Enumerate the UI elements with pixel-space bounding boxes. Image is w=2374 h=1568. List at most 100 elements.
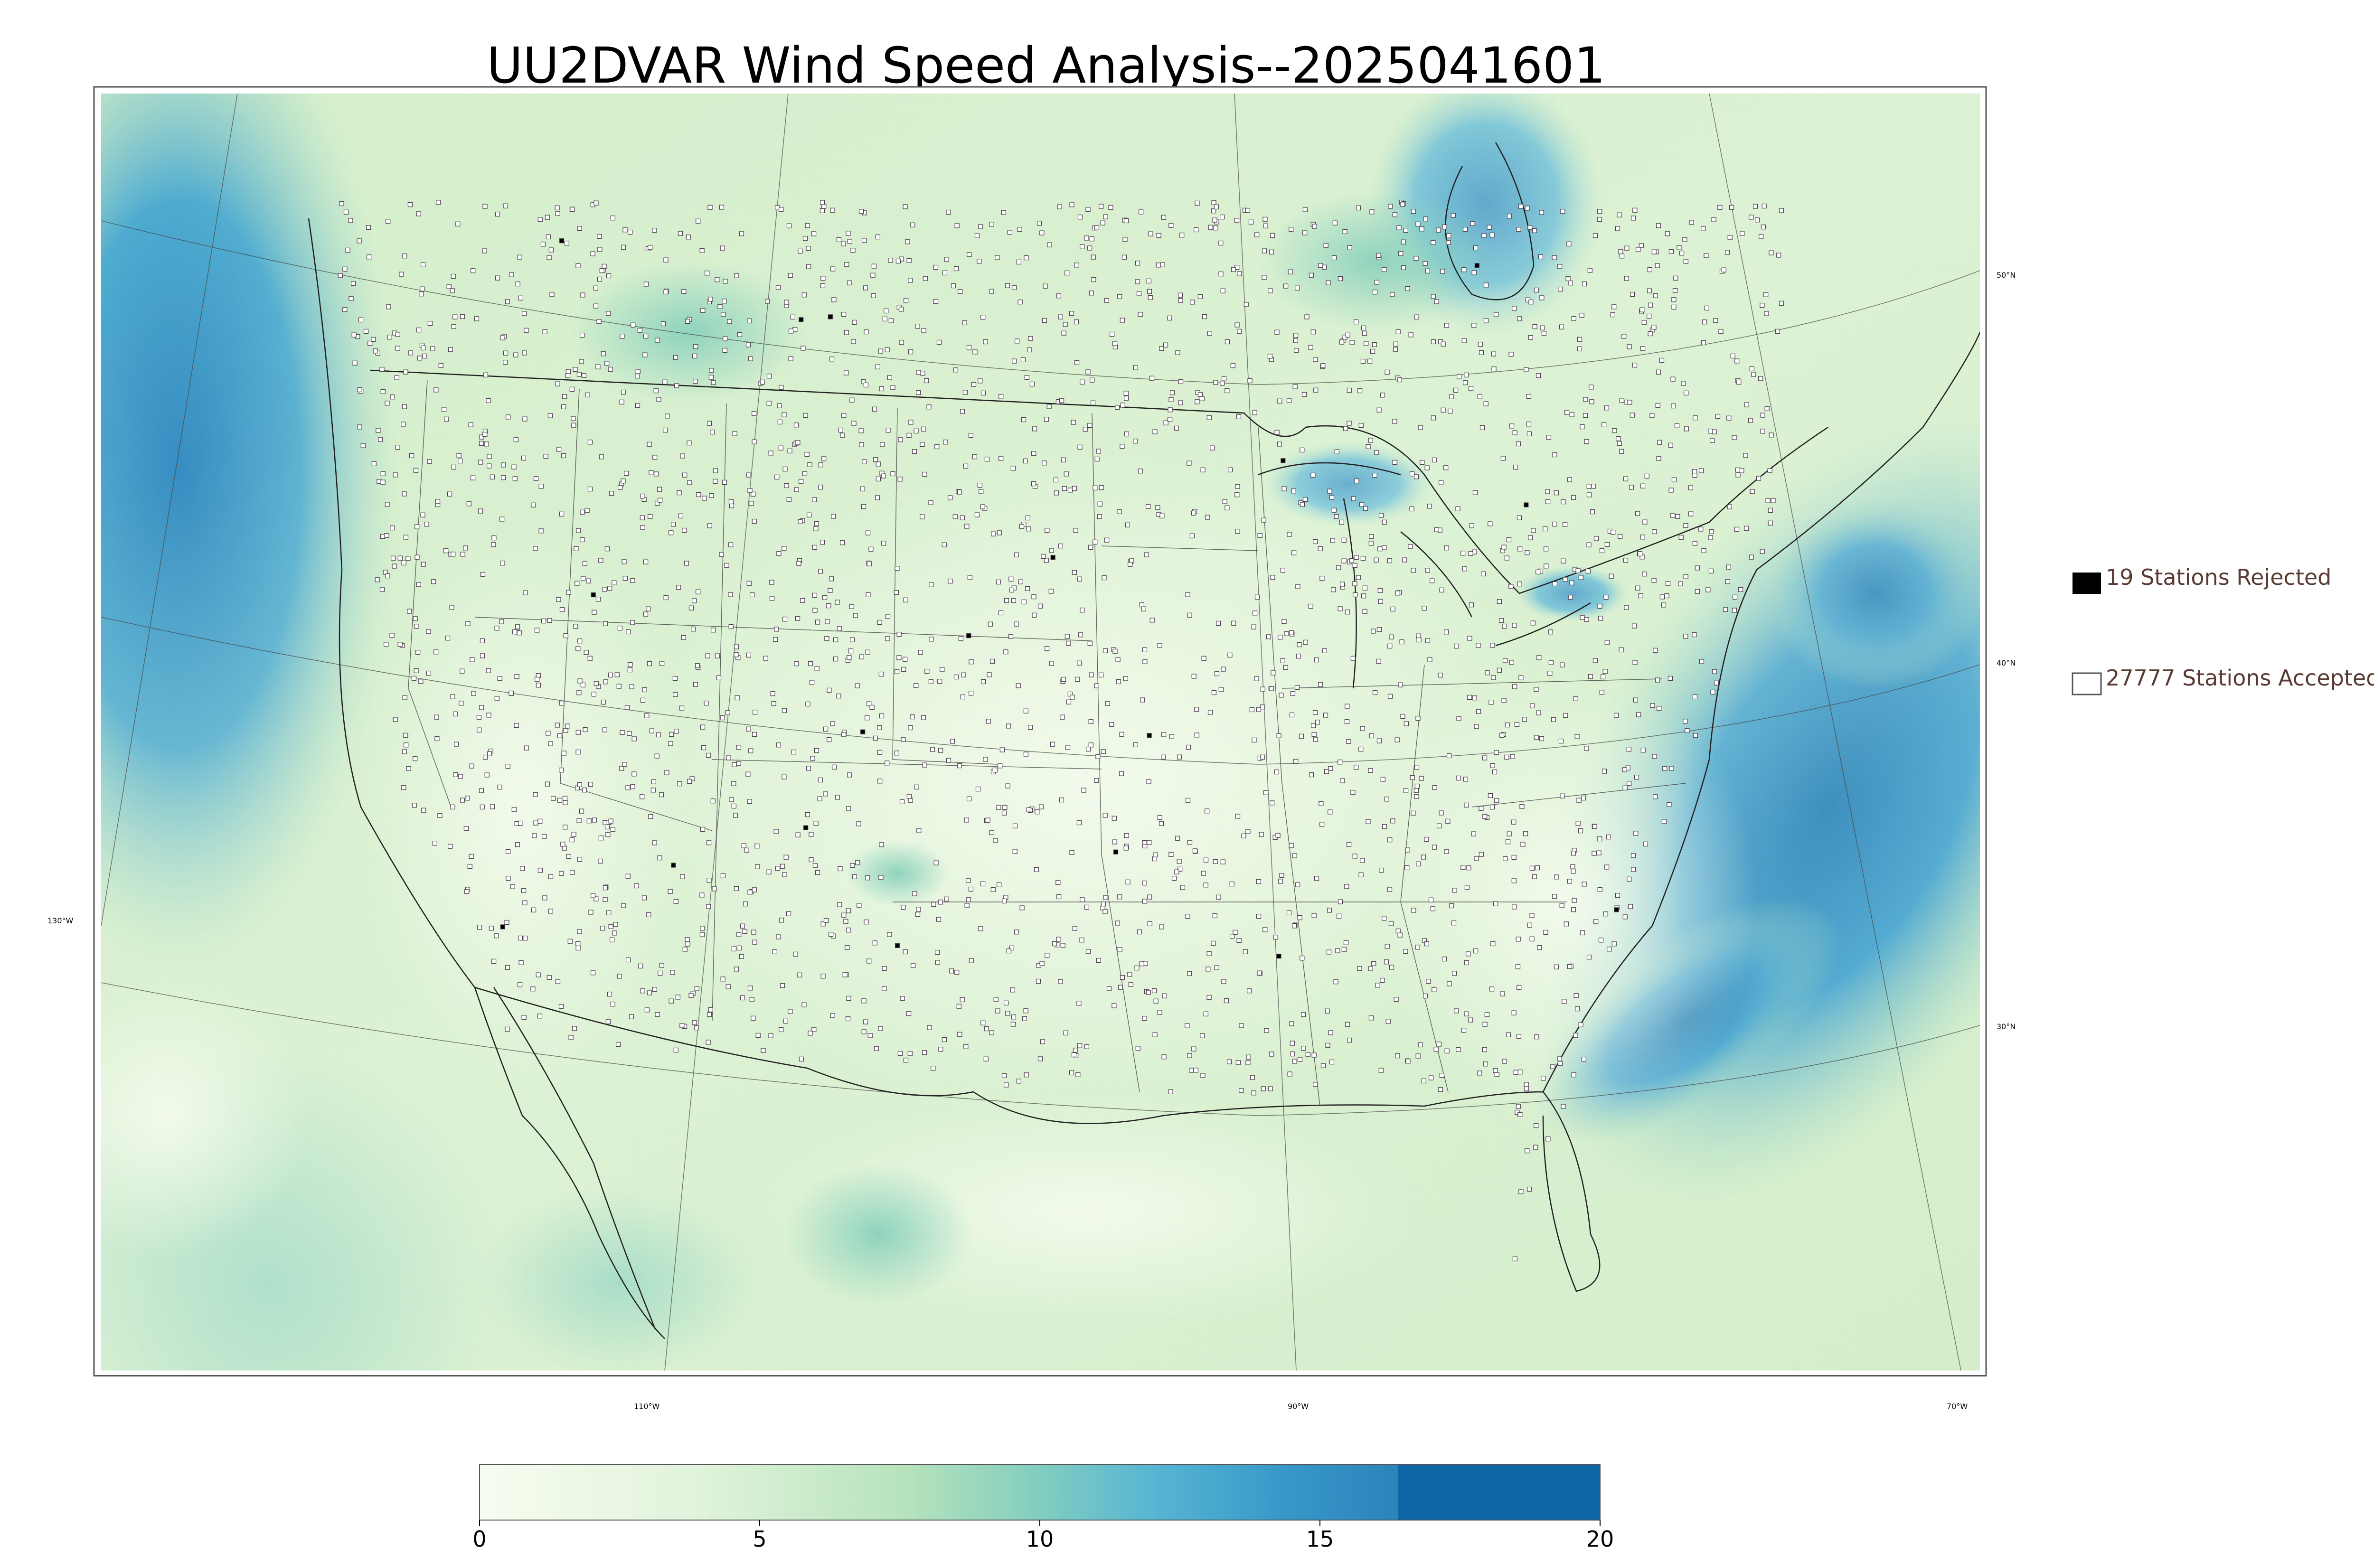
accepted-station-marker bbox=[1516, 441, 1521, 447]
accepted-station-marker bbox=[450, 288, 455, 293]
accepted-station-marker bbox=[591, 692, 597, 697]
rejected-station-marker bbox=[671, 863, 676, 868]
accepted-station-marker bbox=[1682, 237, 1687, 242]
accepted-station-marker bbox=[378, 437, 383, 442]
accepted-station-marker bbox=[737, 332, 743, 338]
accepted-station-marker bbox=[1005, 283, 1010, 288]
accepted-station-marker bbox=[483, 372, 488, 377]
accepted-station-marker bbox=[1432, 457, 1437, 463]
accepted-station-marker bbox=[923, 276, 928, 281]
accepted-station-marker bbox=[617, 974, 622, 979]
accepted-station-marker bbox=[877, 725, 882, 731]
accepted-station-marker bbox=[1571, 316, 1576, 321]
accepted-station-marker bbox=[1438, 672, 1443, 678]
accepted-station-marker bbox=[1338, 606, 1343, 611]
lat-label-40: 40°N bbox=[1997, 658, 2016, 667]
accepted-station-marker bbox=[1252, 737, 1257, 743]
accepted-station-marker bbox=[885, 614, 891, 619]
accepted-station-marker bbox=[1220, 381, 1225, 386]
accepted-station-marker bbox=[766, 401, 772, 406]
accepted-station-marker bbox=[1761, 225, 1766, 230]
accepted-station-marker bbox=[1598, 938, 1604, 943]
accepted-station-marker bbox=[695, 663, 700, 668]
accepted-station-marker bbox=[1652, 529, 1657, 534]
accepted-station-marker bbox=[487, 454, 492, 459]
accepted-station-marker bbox=[1094, 456, 1100, 462]
accepted-station-marker bbox=[878, 348, 883, 354]
accepted-station-marker bbox=[597, 247, 603, 252]
accepted-station-marker bbox=[1374, 280, 1379, 285]
accepted-station-marker bbox=[1247, 988, 1252, 994]
accepted-station-marker bbox=[1468, 1017, 1473, 1023]
accepted-station-marker bbox=[1233, 930, 1238, 935]
accepted-station-marker bbox=[846, 928, 851, 933]
accepted-station-marker bbox=[484, 772, 490, 778]
accepted-station-marker bbox=[888, 318, 894, 323]
accepted-station-marker bbox=[1683, 574, 1688, 579]
accepted-station-marker bbox=[1125, 522, 1130, 527]
accepted-station-marker bbox=[1482, 1047, 1487, 1052]
accepted-station-marker bbox=[1239, 1088, 1244, 1093]
accepted-station-marker bbox=[1525, 550, 1530, 555]
rejected-station-marker bbox=[1281, 458, 1286, 463]
accepted-station-marker bbox=[523, 590, 528, 595]
accepted-station-marker bbox=[1296, 653, 1301, 659]
accepted-station-marker bbox=[1315, 720, 1320, 725]
accepted-station-marker bbox=[501, 462, 506, 468]
accepted-station-marker bbox=[1661, 602, 1667, 608]
accepted-station-marker bbox=[1705, 587, 1711, 592]
accepted-station-marker bbox=[1189, 533, 1195, 538]
accepted-station-marker bbox=[747, 798, 752, 804]
accepted-station-marker bbox=[674, 383, 679, 388]
accepted-station-marker bbox=[1353, 592, 1358, 598]
accepted-station-marker bbox=[1139, 209, 1144, 215]
accepted-station-marker bbox=[773, 637, 778, 642]
accepted-station-marker bbox=[587, 656, 593, 661]
accepted-station-marker bbox=[1310, 329, 1316, 335]
accepted-station-marker bbox=[1671, 477, 1677, 482]
accepted-station-marker bbox=[899, 799, 905, 805]
accepted-station-marker bbox=[1180, 885, 1186, 890]
accepted-station-marker bbox=[846, 231, 851, 236]
accepted-station-marker bbox=[1760, 413, 1765, 418]
accepted-station-marker bbox=[968, 691, 974, 696]
accepted-station-marker bbox=[852, 319, 857, 325]
accepted-station-marker bbox=[1311, 723, 1316, 728]
accepted-station-marker bbox=[1270, 233, 1275, 238]
accepted-station-marker bbox=[1014, 552, 1019, 558]
accepted-station-marker bbox=[774, 474, 780, 480]
accepted-station-marker bbox=[1031, 594, 1036, 600]
accepted-station-marker bbox=[999, 747, 1005, 752]
accepted-station-marker bbox=[409, 453, 415, 459]
accepted-station-marker bbox=[1019, 524, 1025, 529]
accepted-station-marker bbox=[1133, 365, 1138, 370]
accepted-station-marker bbox=[654, 471, 659, 477]
accepted-station-marker bbox=[655, 500, 660, 506]
accepted-station-marker bbox=[575, 730, 581, 735]
accepted-station-marker bbox=[1225, 339, 1230, 345]
accepted-station-marker bbox=[1554, 964, 1559, 969]
accepted-station-marker bbox=[1220, 859, 1225, 864]
accepted-station-marker bbox=[615, 1042, 621, 1047]
accepted-station-marker bbox=[1376, 253, 1381, 258]
accepted-station-marker bbox=[908, 349, 914, 355]
accepted-station-marker bbox=[1607, 947, 1612, 952]
accepted-station-marker bbox=[622, 762, 627, 767]
accepted-station-marker bbox=[1135, 1046, 1140, 1051]
accepted-station-marker bbox=[731, 946, 737, 951]
accepted-station-marker bbox=[1564, 921, 1569, 927]
accepted-station-marker bbox=[1161, 215, 1166, 220]
accepted-station-marker bbox=[782, 708, 787, 713]
accepted-station-marker bbox=[580, 682, 586, 688]
accepted-station-marker bbox=[514, 723, 519, 728]
accepted-station-marker bbox=[682, 472, 688, 478]
accepted-station-marker bbox=[460, 552, 465, 557]
accepted-station-marker bbox=[1461, 1028, 1467, 1033]
accepted-station-marker bbox=[852, 874, 857, 880]
accepted-station-marker bbox=[1094, 778, 1099, 783]
accepted-station-marker bbox=[1089, 236, 1094, 242]
accepted-station-marker bbox=[916, 907, 921, 912]
accepted-station-marker bbox=[1177, 754, 1182, 760]
accepted-station-marker bbox=[1449, 903, 1454, 909]
accepted-station-marker bbox=[1175, 836, 1180, 841]
